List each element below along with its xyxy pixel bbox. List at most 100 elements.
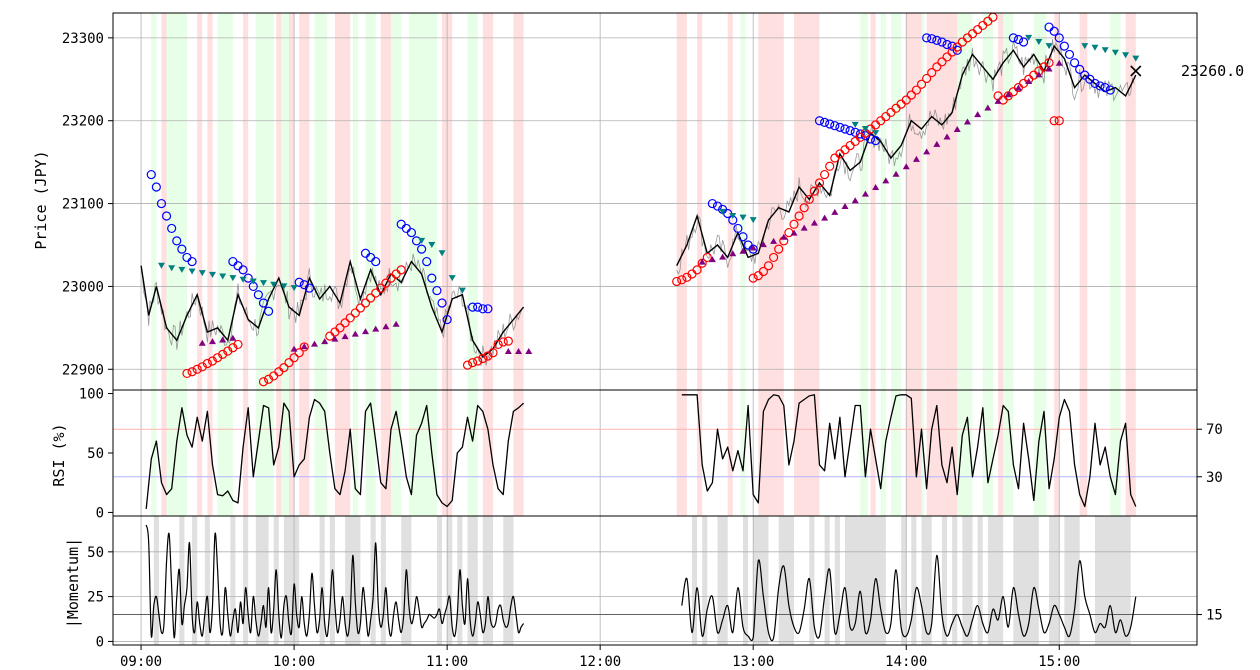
buy-signal-marker	[790, 229, 798, 236]
resistance-marker	[161, 211, 172, 221]
sell-signal-marker	[1045, 43, 1053, 50]
bearish-band	[482, 390, 494, 516]
sell-signal-marker	[448, 275, 456, 282]
bearish-band	[482, 13, 494, 390]
sell-signal-marker	[157, 262, 165, 269]
support-marker	[381, 278, 391, 288]
buy-signal-marker	[300, 343, 308, 350]
last-price-label: 23260.0	[1181, 62, 1244, 80]
price-ytick-label: 23100	[62, 197, 104, 213]
buy-signal-marker	[1004, 91, 1012, 98]
resistance-marker	[707, 198, 717, 209]
support-marker	[192, 364, 202, 374]
support-marker	[355, 303, 366, 313]
resistance-marker	[850, 127, 860, 137]
support-marker	[799, 203, 809, 213]
support-marker	[462, 360, 473, 370]
sell-signal-marker	[208, 271, 216, 278]
sell-signal-marker	[861, 126, 869, 132]
buy-signal-marker	[800, 224, 808, 231]
bearish-band	[758, 13, 784, 390]
support-marker	[503, 336, 513, 346]
buy-signal-marker	[872, 184, 880, 190]
support-marker	[345, 313, 355, 323]
resistance-marker	[187, 256, 197, 267]
support-marker	[1054, 116, 1064, 126]
support-marker	[672, 276, 682, 287]
sell-signal-marker	[259, 280, 267, 287]
support-marker	[947, 47, 957, 57]
support-marker	[340, 318, 350, 328]
sell-signal-marker	[1132, 55, 1140, 62]
sell-signal-marker	[229, 275, 237, 282]
resistance-marker	[371, 256, 381, 267]
resistance-marker	[406, 227, 417, 238]
bearish-band	[288, 13, 295, 390]
high-momentum-band	[901, 516, 907, 645]
resistance-marker	[871, 136, 881, 146]
buy-signal-marker	[882, 177, 890, 184]
buy-signal-marker	[974, 111, 982, 118]
price-ytick-label: 22900	[62, 362, 104, 378]
buy-signal-marker	[351, 330, 359, 337]
support-marker	[825, 161, 835, 171]
resistance-marker	[814, 116, 825, 126]
bearish-band	[926, 13, 958, 390]
buy-signal-marker	[739, 247, 747, 254]
bullish-band	[217, 13, 233, 390]
sell-signal-marker	[749, 217, 757, 224]
buy-signal-marker	[923, 148, 931, 155]
high-momentum-band	[503, 516, 514, 645]
resistance-marker	[417, 244, 427, 254]
sell-signal-marker	[1101, 47, 1109, 54]
momentum-frame	[112, 515, 1198, 646]
buy-signal-marker	[229, 334, 237, 341]
resistance-marker	[1090, 78, 1100, 89]
bullish-band	[1110, 390, 1121, 516]
buy-signal-marker	[851, 197, 859, 204]
high-momentum-band	[319, 516, 325, 645]
high-momentum-band	[204, 516, 210, 645]
sell-signal-marker	[739, 214, 747, 221]
support-marker	[488, 348, 498, 358]
buy-signal-marker	[729, 250, 737, 257]
price-axis-label: Price (JPY)	[32, 150, 50, 249]
bearish-band	[870, 390, 876, 516]
rsi-panel: 0 50 100 70 30	[79, 387, 1223, 522]
bearish-band	[1125, 13, 1136, 390]
bearish-band	[727, 13, 733, 390]
bullish-band	[880, 13, 886, 390]
support-marker	[789, 219, 799, 229]
resistance-marker	[422, 256, 432, 267]
rsi-right-tick-label: 30	[1206, 470, 1223, 486]
high-momentum-band	[845, 516, 886, 645]
resistance-marker	[942, 39, 952, 50]
resistance-marker	[151, 182, 161, 192]
resistance-marker	[840, 124, 850, 134]
resistance-marker	[1059, 41, 1069, 51]
buy-signal-marker	[1055, 59, 1063, 66]
buy-signal-marker	[392, 320, 400, 327]
bearish-band	[276, 390, 282, 516]
resistance-marker	[167, 223, 177, 234]
x-tick-label: 11:00	[426, 654, 468, 670]
buy-signal-marker	[515, 348, 523, 355]
bearish-band	[380, 13, 392, 390]
buy-signal-marker	[943, 133, 951, 140]
high-momentum-band	[273, 516, 279, 645]
bullish-band	[740, 13, 746, 390]
bearish-band	[334, 13, 351, 390]
sell-signal-marker	[458, 287, 466, 294]
support-marker	[202, 358, 212, 369]
support-marker	[233, 339, 243, 350]
support-marker	[473, 356, 483, 366]
bearish-band	[1125, 390, 1136, 516]
bearish-band	[697, 13, 703, 390]
bullish-band	[467, 13, 478, 390]
bearish-band	[207, 390, 213, 516]
bullish-band	[281, 390, 289, 516]
support-marker	[692, 265, 702, 275]
bullish-band	[255, 13, 274, 390]
support-marker	[376, 283, 386, 293]
